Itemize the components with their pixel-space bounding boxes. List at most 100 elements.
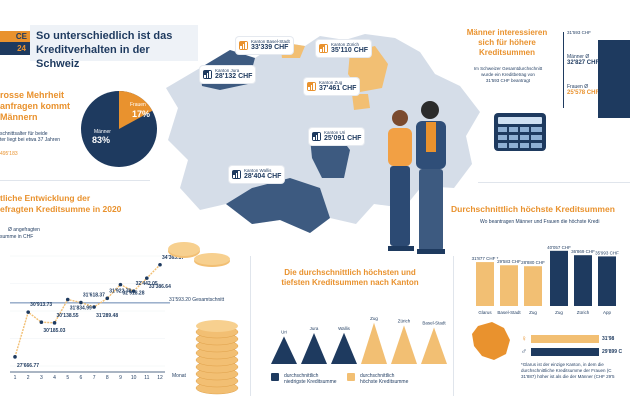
line-legend-2: summe in CHF [0, 234, 34, 240]
x-tick-label: 6 [80, 375, 83, 381]
kanton-triangle [391, 325, 417, 364]
data-point [131, 289, 136, 293]
data-point [65, 297, 70, 302]
city-name: Kanton Uri [324, 130, 346, 135]
data-label: 27'666.77 [17, 363, 39, 369]
title-box: So unterschiedlich ist das Kreditverhalt… [30, 25, 198, 70]
woman-top [388, 128, 412, 166]
female-bar-value: 31'98 [602, 336, 615, 342]
data-label: 31'922.78 [109, 288, 131, 294]
data-label: 30'185.03 [43, 328, 65, 334]
city-name: Kanton Jura [215, 68, 240, 73]
city-value: 25'091 CHF [324, 135, 362, 142]
city-name: Kanton Basel-Stadt [251, 39, 290, 44]
bar-value-label: 36'869 CHF [571, 249, 595, 254]
men-avg-value: 32'827 CHF [567, 60, 600, 66]
city-value: 33'339 CHF [251, 44, 289, 51]
male-bar-value: 29'899 C [602, 349, 623, 355]
chart-icon [232, 170, 241, 179]
bar-value-label: 29'583 CHF [497, 259, 521, 264]
city-jura: Kanton Jura 28'132 CHF [200, 66, 256, 83]
badge-bottom: 24 [0, 42, 30, 55]
kanton-triangle [331, 332, 357, 364]
data-point [13, 355, 17, 359]
divider [478, 182, 630, 183]
x-tick-label: 9 [119, 375, 122, 381]
kanton-triangle-label: Jura [310, 326, 319, 331]
bar-category-label: App [603, 310, 612, 315]
women-avg-value: 25'578 CHF [567, 90, 600, 96]
man-head [421, 101, 439, 119]
data-label: 30'138.55 [57, 313, 79, 319]
pie-women-value: 17% [132, 109, 151, 119]
data-point [52, 321, 57, 325]
divider [0, 180, 150, 181]
city-basel: Kanton Basel-Stadt 33'339 CHF [236, 37, 293, 54]
female-icon: ♀ [521, 334, 527, 343]
couple-illustration [388, 101, 446, 254]
canton-bar-chart: 31'877 CHF * Glarus 29'583 CHF Basel-Stadt 2… [472, 245, 620, 315]
women-avg-label: Frauen Ø [567, 84, 589, 90]
right-top-text: Im Schweizer Gesamtdurchschnitt wurde ei… [473, 66, 543, 83]
city-value: 35'110 CHF [331, 47, 369, 54]
left-source: 495'183 [0, 151, 18, 157]
line-legend-1: Ø angefragten [8, 227, 40, 233]
pie-men-label: Männer [94, 129, 111, 135]
bar-category-label: Glarus [478, 310, 492, 315]
chart-icon [312, 132, 321, 141]
city-zuerich: Kanton Zürich 35'110 CHF [316, 40, 372, 57]
men-avg-label: Männer Ø [567, 54, 590, 60]
canton-bar [524, 266, 542, 306]
male-icon: ♂ [521, 347, 527, 356]
right-bottom-sub: Wo beantragen Männer und Frauen die höch… [480, 219, 600, 225]
x-axis-label: Monat [172, 373, 187, 379]
data-label: 31'618.37 [83, 292, 105, 298]
city-name: Kanton Wallis [244, 168, 272, 173]
data-label: 31'289.48 [96, 313, 118, 319]
kanton-triangle-label: Zürich [398, 318, 411, 323]
canton-bar [598, 256, 616, 306]
legend-low: durchschnittlich niedrigste Kreditsumme [284, 373, 337, 385]
line-heading: tliche Entwicklung der efragten Kreditsu… [0, 193, 122, 214]
kanton-triangle-label: Wallis [338, 326, 351, 331]
woman-head [392, 110, 408, 126]
series-line [14, 264, 161, 358]
avg-label: 31'593.20 Gesamtschnitt [169, 297, 225, 303]
monthly-line-chart: 27'666.771 30'913.73 2 30'185.03 3 30'138.55 4… [10, 255, 187, 381]
right-top-axis [563, 32, 564, 108]
canton-bar [500, 265, 518, 306]
city-uri: Kanton Uri 25'091 CHF [309, 128, 365, 145]
x-tick-label: 10 [131, 375, 137, 381]
city-zug: Kanton Zug 37'461 CHF [304, 78, 360, 95]
man-shirt [426, 122, 436, 152]
x-tick-label: 3 [40, 375, 43, 381]
kanton-heading: Die durchschnittlich höchsten und tiefst… [281, 268, 419, 287]
kanton-triangle [301, 333, 327, 364]
canton-bar [574, 255, 592, 306]
pie-men-value: 83% [92, 135, 111, 145]
female-bar [531, 335, 599, 343]
bar-value-label: 35'993 CHF [595, 250, 619, 255]
data-point [39, 320, 44, 325]
city-name: Kanton Zug [319, 80, 343, 85]
chart-icon [319, 44, 328, 53]
city-value: 37'461 CHF [319, 85, 357, 92]
man-legs [419, 169, 443, 251]
pie-women-slice [119, 91, 153, 129]
bar-category-label: Zürich [577, 310, 590, 315]
kanton-triangle-label: Basel-Stadt [422, 320, 446, 325]
coin-stack-illustration [195, 320, 239, 395]
man-shoes [417, 249, 445, 254]
kanton-triangle [421, 327, 447, 364]
data-point [105, 296, 110, 301]
pie-women-label: Frauen [130, 102, 146, 108]
kanton-triangle-chart: Uri Jura Wallis Zug Zürich Basel-Stadt [271, 316, 447, 364]
bar-category-label: Zug [529, 310, 537, 315]
legend-high-icon [347, 373, 355, 381]
year-badge: CE 24 [0, 31, 32, 55]
x-tick-label: 7 [93, 375, 96, 381]
map-region-zug [352, 94, 370, 110]
data-point [79, 300, 83, 305]
data-point [26, 310, 30, 314]
right-bottom-heading: Durchschnittlich höchste Kreditsummen [451, 204, 615, 214]
